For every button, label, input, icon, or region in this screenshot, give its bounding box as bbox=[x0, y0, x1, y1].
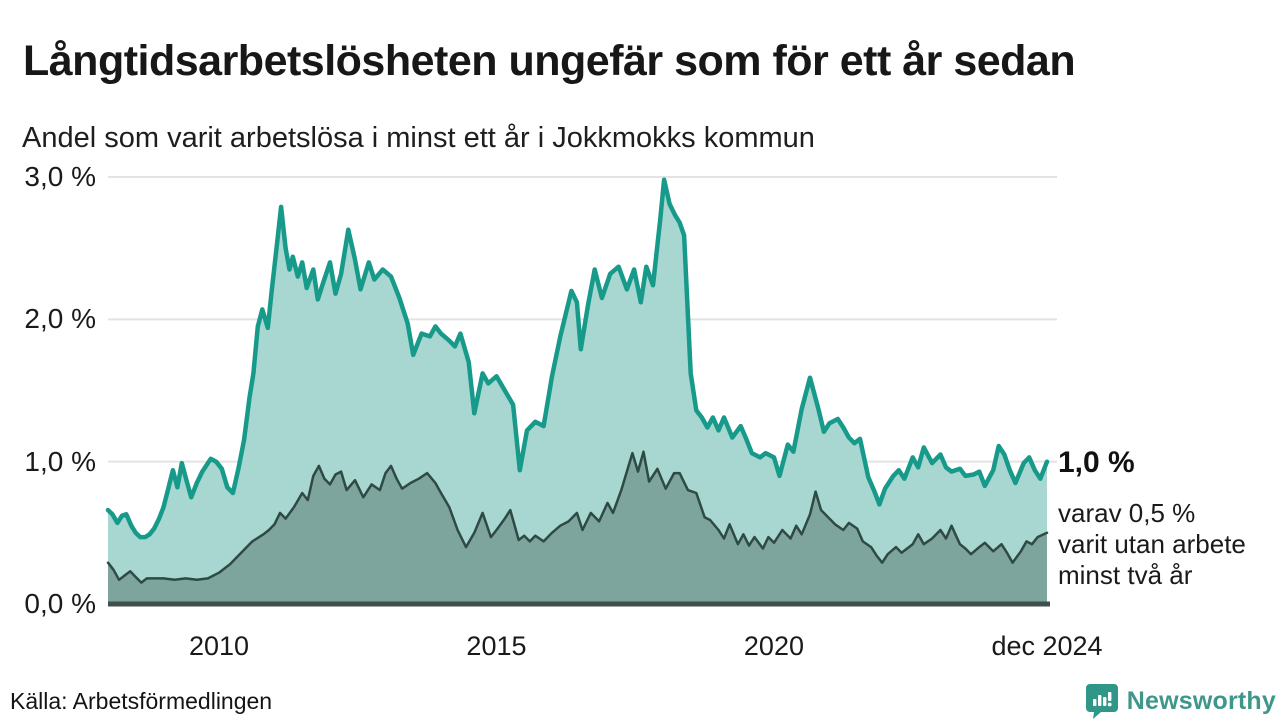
y-tick-label: 2,0 % bbox=[24, 303, 96, 335]
newsworthy-logo-icon bbox=[1085, 684, 1118, 719]
source-note: Källa: Arbetsförmedlingen bbox=[10, 688, 273, 714]
secondary-value-line: minst två år bbox=[1058, 560, 1193, 590]
y-tick-label: 0,0 % bbox=[24, 588, 96, 619]
x-tick-label: 2015 bbox=[466, 631, 527, 661]
newsworthy-brand: Newsworthy bbox=[1085, 683, 1276, 719]
chart-subtitle: Andel som varit arbetslösa i minst ett å… bbox=[22, 122, 815, 155]
x-tick-label: 2020 bbox=[743, 631, 804, 661]
newsworthy-logo-text: Newsworthy bbox=[1126, 686, 1276, 715]
secondary-value-line: varit utan arbete bbox=[1058, 529, 1246, 559]
series-area-1 bbox=[108, 451, 1047, 604]
y-tick-label: 3,0 % bbox=[24, 161, 96, 192]
series-line-1 bbox=[106, 450, 1049, 584]
chart-title: Långtidsarbetslösheten ungefär som för e… bbox=[23, 36, 1076, 85]
latest-value-label: 1,0 % bbox=[1058, 446, 1135, 479]
series-line-0 bbox=[105, 177, 1050, 540]
secondary-value-label: varav 0,5 % varit utan arbete minst två … bbox=[1058, 498, 1280, 591]
secondary-value-line: varav 0,5 % bbox=[1058, 498, 1196, 528]
x-tick-label: dec 2024 bbox=[991, 631, 1103, 661]
y-tick-label: 1,0 % bbox=[24, 445, 96, 477]
x-tick-label: 2010 bbox=[188, 631, 250, 661]
